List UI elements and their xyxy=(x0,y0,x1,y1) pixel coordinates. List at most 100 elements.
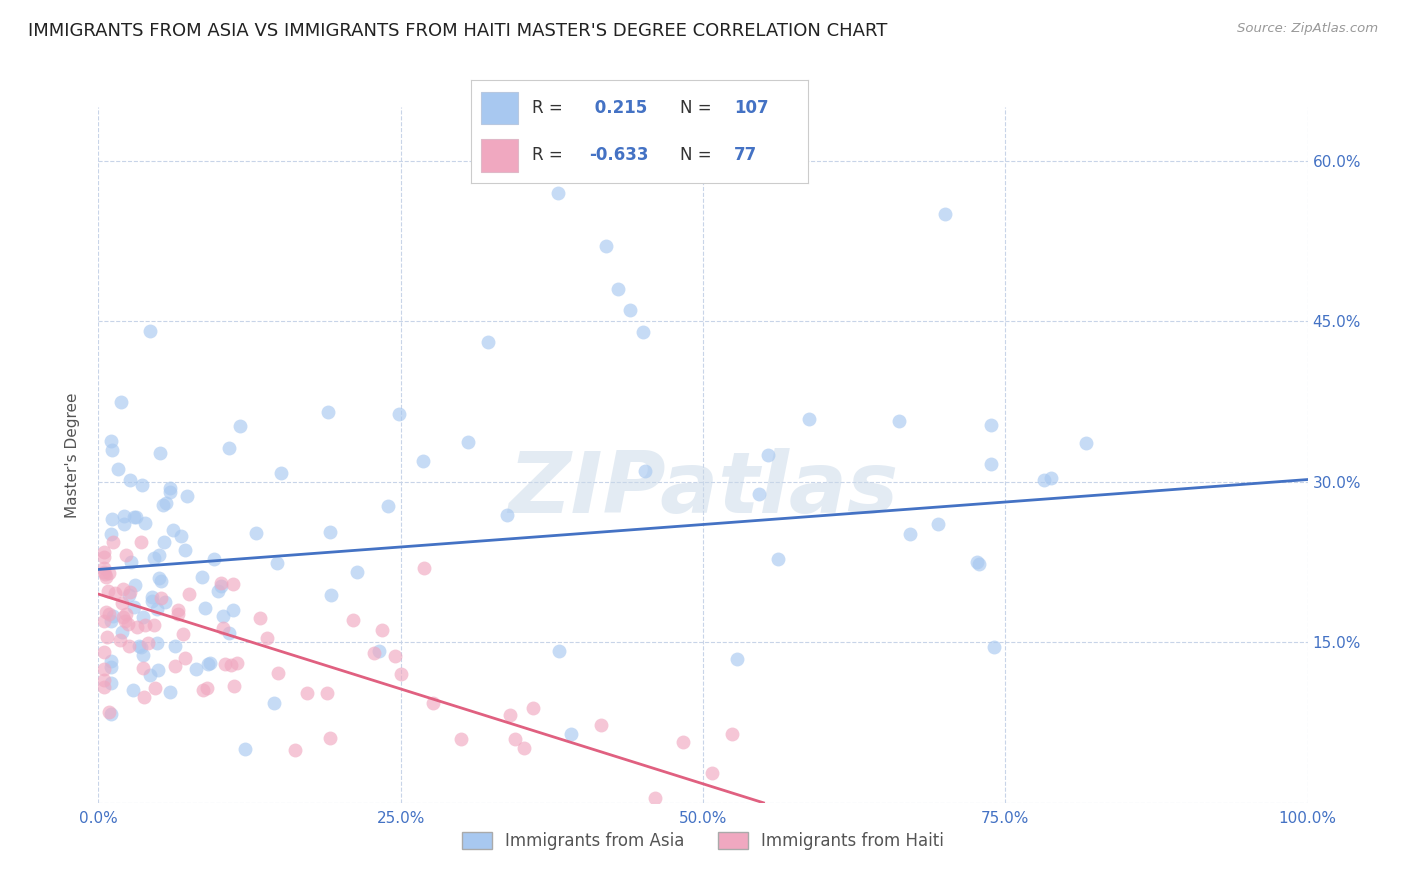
Point xyxy=(100,707,122,722)
Point xyxy=(143,681,166,696)
Point xyxy=(221,603,243,617)
Point xyxy=(132,690,155,705)
Point xyxy=(134,516,156,530)
Point xyxy=(97,566,120,580)
Point xyxy=(226,656,249,670)
Text: ZIPatlas: ZIPatlas xyxy=(508,448,898,532)
Point xyxy=(94,570,117,584)
Point xyxy=(174,650,197,665)
Point xyxy=(179,587,201,601)
Point xyxy=(94,605,117,619)
Point xyxy=(122,683,145,698)
Point xyxy=(619,303,641,318)
Point xyxy=(547,186,569,200)
Point xyxy=(112,582,135,597)
Text: 77: 77 xyxy=(734,146,758,164)
Point xyxy=(266,556,288,570)
Point xyxy=(197,657,219,671)
Point xyxy=(167,607,190,621)
Point xyxy=(169,529,191,543)
Point xyxy=(319,525,342,540)
FancyBboxPatch shape xyxy=(481,139,519,171)
Point xyxy=(93,549,115,564)
Point xyxy=(412,453,434,467)
Point xyxy=(377,499,399,513)
Point xyxy=(93,560,115,574)
Point xyxy=(245,525,267,540)
Point xyxy=(93,614,115,628)
Point xyxy=(163,659,186,673)
Point xyxy=(224,680,246,694)
Point xyxy=(112,509,135,524)
Point xyxy=(118,588,141,602)
Point xyxy=(100,654,122,668)
Point xyxy=(141,591,163,605)
Point xyxy=(101,443,124,458)
Point xyxy=(146,664,169,678)
Point xyxy=(548,644,571,658)
Point xyxy=(96,631,118,645)
Point xyxy=(98,607,121,621)
Point xyxy=(128,639,150,653)
Point xyxy=(346,565,368,579)
Point xyxy=(229,419,252,434)
Point xyxy=(218,626,240,640)
Point xyxy=(93,673,115,687)
Point xyxy=(155,595,177,609)
Point xyxy=(450,731,472,746)
Point xyxy=(159,684,181,698)
Point xyxy=(139,667,162,681)
Text: N =: N = xyxy=(681,146,711,164)
Point xyxy=(148,571,170,585)
Point xyxy=(1040,471,1063,485)
Point xyxy=(104,586,127,600)
Point xyxy=(207,584,229,599)
Point xyxy=(108,632,131,647)
Point xyxy=(101,534,124,549)
Point xyxy=(967,557,990,571)
Point xyxy=(132,609,155,624)
Point xyxy=(1074,435,1097,450)
Point xyxy=(184,662,207,676)
Point xyxy=(249,610,271,624)
Point xyxy=(384,649,406,664)
Point xyxy=(93,645,115,659)
Point xyxy=(980,417,1002,432)
Point xyxy=(1032,473,1054,487)
Point xyxy=(194,601,217,615)
Point xyxy=(256,631,278,645)
Point xyxy=(174,542,197,557)
Point xyxy=(100,614,122,628)
Point xyxy=(120,555,142,569)
Point xyxy=(176,489,198,503)
Point xyxy=(889,414,911,428)
Point xyxy=(513,741,536,756)
Point xyxy=(165,639,187,653)
Point xyxy=(145,601,167,615)
Point xyxy=(145,636,167,650)
Point xyxy=(422,696,444,710)
Point xyxy=(214,657,236,671)
Legend: Immigrants from Asia, Immigrants from Haiti: Immigrants from Asia, Immigrants from Ha… xyxy=(456,826,950,857)
Point xyxy=(202,552,225,566)
Point xyxy=(263,696,285,710)
Point xyxy=(221,657,243,672)
Point xyxy=(595,239,617,253)
Point xyxy=(413,561,436,575)
Point xyxy=(122,510,145,524)
Point xyxy=(644,790,666,805)
Point xyxy=(143,551,166,566)
Point xyxy=(172,627,194,641)
Point xyxy=(159,481,181,495)
Point xyxy=(131,478,153,492)
Point xyxy=(191,570,214,584)
Point xyxy=(363,646,385,660)
Point xyxy=(980,457,1002,471)
Point xyxy=(499,707,522,722)
Point xyxy=(136,635,159,649)
Point xyxy=(110,395,132,409)
FancyBboxPatch shape xyxy=(481,92,519,124)
Point xyxy=(134,617,156,632)
Point xyxy=(389,667,412,681)
Point xyxy=(477,334,499,349)
